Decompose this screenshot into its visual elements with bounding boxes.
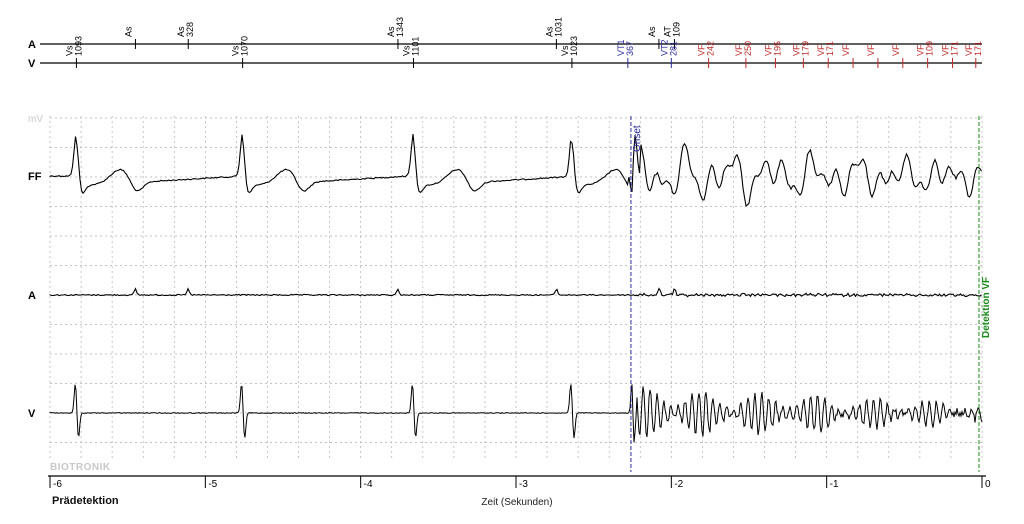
marker-label: As xyxy=(123,26,133,37)
marker-label: 195 xyxy=(772,41,782,56)
marker-label: 242 xyxy=(706,41,716,56)
marker-label: Vs xyxy=(64,45,74,56)
marker-label: As xyxy=(176,26,186,37)
marker-channel-label: A xyxy=(28,39,36,51)
trace-label: V xyxy=(28,408,36,420)
a-trace xyxy=(49,287,982,298)
marker-label: 179 xyxy=(800,41,810,56)
marker-label: 171 xyxy=(973,41,983,56)
marker-label: 109 xyxy=(671,22,681,37)
annotations: Onset Detektion VF xyxy=(630,116,992,472)
x-tick-label: 0 xyxy=(985,479,991,490)
trace-label: FF xyxy=(28,171,42,183)
marker-label: Vs xyxy=(401,45,411,56)
marker-label: 1093 xyxy=(73,36,83,56)
marker-label: VT1 xyxy=(616,39,626,56)
x-axis: -6 -5 -4 -3 -2 -1 0 xyxy=(48,475,991,490)
x-tick-label: -5 xyxy=(208,479,217,490)
marker-label: VF xyxy=(964,44,974,56)
marker-label: 171 xyxy=(825,41,835,56)
marker-label: VF xyxy=(791,44,801,56)
marker-label: As xyxy=(386,26,396,37)
onset-label: Onset xyxy=(632,125,643,152)
grid xyxy=(49,116,983,460)
marker-channel-label: V xyxy=(28,58,36,70)
marker-label: VF xyxy=(940,44,950,56)
marker-label: VF xyxy=(734,44,744,56)
marker-label: 109 xyxy=(925,41,935,56)
marker-label: 1070 xyxy=(240,36,250,56)
x-tick-label: -2 xyxy=(674,479,683,490)
marker-label: VF xyxy=(916,44,926,56)
marker-label: VF xyxy=(697,44,707,56)
x-tick-label: -3 xyxy=(519,479,528,490)
marker-label: Vs xyxy=(560,45,570,56)
marker-label: 1031 xyxy=(553,17,563,37)
unit-label: mV xyxy=(28,114,43,125)
x-axis-label: Zeit (Sekunden) xyxy=(481,497,552,508)
marker-label: AT xyxy=(662,26,672,37)
marker-label: 281 xyxy=(668,41,678,56)
marker-label: As xyxy=(544,26,554,37)
marker-label: 367 xyxy=(625,41,635,56)
marker-label: 171 xyxy=(949,41,959,56)
marker-label: 250 xyxy=(743,41,753,56)
v-trace xyxy=(49,384,983,443)
marker-label: VF xyxy=(841,44,851,56)
x-tick-label: -4 xyxy=(364,479,373,490)
marker-label: 1343 xyxy=(395,17,405,37)
marker-label: VT2 xyxy=(659,39,669,56)
ff-trace xyxy=(49,134,982,207)
marker-label: 328 xyxy=(185,22,195,37)
x-tick-label: -1 xyxy=(830,479,839,490)
traces: FF A V xyxy=(28,134,983,443)
detection-label: Detektion VF xyxy=(981,277,992,338)
marker-label: As xyxy=(647,26,657,37)
marker-label: VF xyxy=(763,44,773,56)
marker-label: 1101 xyxy=(410,37,420,56)
marker-label: 1023 xyxy=(569,36,579,56)
footer-label: Prädetektion xyxy=(52,495,119,507)
marker-label: Vs xyxy=(231,45,241,56)
marker-label: VF xyxy=(816,44,826,56)
marker-label: VF xyxy=(891,44,901,56)
trace-label: A xyxy=(28,290,36,302)
x-tick-label: -6 xyxy=(53,479,62,490)
watermark: BIOTRONIK xyxy=(50,462,111,473)
marker-label: VF xyxy=(866,44,876,56)
